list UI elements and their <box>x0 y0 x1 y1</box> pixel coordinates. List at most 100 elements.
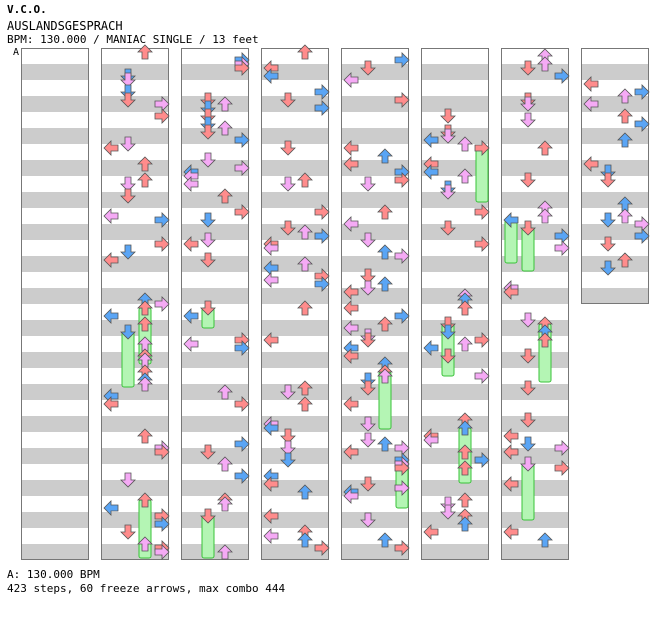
beat-stripe <box>341 224 409 240</box>
freeze-arrow <box>521 463 535 521</box>
beat-stripe <box>261 544 329 560</box>
beat-stripe <box>181 208 249 224</box>
step-arrow-down <box>200 444 216 460</box>
beat-stripe <box>181 432 249 448</box>
step-arrow-down <box>280 452 296 468</box>
beat-stripe <box>261 192 329 208</box>
beat-stripe <box>21 288 89 304</box>
step-arrow-right <box>474 368 490 384</box>
beat-stripe <box>501 368 569 384</box>
step-arrow-left <box>503 284 519 300</box>
step-arrow-down <box>200 108 216 124</box>
step-arrow-left <box>183 308 199 324</box>
beat-stripe <box>581 176 649 192</box>
beat-stripe <box>341 64 409 80</box>
beat-stripe <box>501 384 569 400</box>
bpm-line: A: 130.000 BPM <box>7 568 100 581</box>
beat-stripe <box>341 384 409 400</box>
step-arrow-up <box>537 532 553 548</box>
step-arrow-down <box>360 416 376 432</box>
step-arrow-down <box>280 220 296 236</box>
step-arrow-up <box>297 300 313 316</box>
step-arrow-left <box>423 524 439 540</box>
step-arrow-up <box>137 156 153 172</box>
step-arrow-down <box>440 316 456 332</box>
beat-stripe <box>21 368 89 384</box>
step-arrow-left <box>343 284 359 300</box>
beat-stripe <box>421 384 489 400</box>
step-arrow-down <box>360 512 376 528</box>
beat-stripe <box>581 256 649 272</box>
step-arrow-up <box>137 428 153 444</box>
beat-stripe <box>101 368 169 384</box>
step-arrow-up <box>377 204 393 220</box>
beat-stripe <box>421 48 489 64</box>
chart-column <box>101 44 170 560</box>
chart-footer: A: 130.000 BPM 423 steps, 60 freeze arro… <box>7 568 285 596</box>
beat-stripe <box>21 480 89 496</box>
beat-stripe <box>421 208 489 224</box>
beat-stripe <box>261 352 329 368</box>
beat-stripe <box>261 288 329 304</box>
beat-stripe <box>261 112 329 128</box>
beat-stripe <box>21 336 89 352</box>
beat-stripe <box>421 304 489 320</box>
step-arrow-right <box>474 332 490 348</box>
step-arrow-left <box>183 336 199 352</box>
step-arrow-up <box>137 172 153 188</box>
step-arrow-up <box>617 132 633 148</box>
column-border <box>581 48 649 304</box>
step-arrow-right <box>314 204 330 220</box>
step-arrow-left <box>583 156 599 172</box>
beat-stripe <box>421 480 489 496</box>
step-arrow-down <box>200 152 216 168</box>
beat-stripe <box>21 384 89 400</box>
step-arrow-up <box>297 44 313 60</box>
beat-stripe <box>501 400 569 416</box>
beat-stripe <box>101 352 169 368</box>
step-arrow-left <box>183 176 199 192</box>
beat-stripe <box>581 192 649 208</box>
beat-stripe <box>101 528 169 544</box>
beat-stripe <box>101 192 169 208</box>
beat-stripe <box>341 48 409 64</box>
beat-stripe <box>421 400 489 416</box>
step-arrow-up <box>377 276 393 292</box>
step-arrow-up <box>217 544 233 560</box>
beat-stripe <box>421 288 489 304</box>
beat-stripe <box>421 368 489 384</box>
beat-stripe <box>181 448 249 464</box>
step-arrow-right <box>234 396 250 412</box>
step-arrow-down <box>200 92 216 108</box>
step-arrow-down <box>200 232 216 248</box>
beat-stripe <box>181 544 249 560</box>
step-arrow-down <box>600 172 616 188</box>
beat-stripe <box>261 208 329 224</box>
step-arrow-down <box>600 260 616 276</box>
beat-stripe <box>101 96 169 112</box>
beat-stripe <box>341 256 409 272</box>
beat-stripe <box>181 480 249 496</box>
step-arrow-down <box>520 412 536 428</box>
step-arrow-up <box>297 256 313 272</box>
step-arrow-right <box>234 204 250 220</box>
step-arrow-down <box>360 280 376 296</box>
beat-stripe <box>501 144 569 160</box>
step-arrow-up <box>617 88 633 104</box>
column-border <box>261 48 329 560</box>
column-border <box>421 48 489 560</box>
step-arrow-right <box>154 516 170 532</box>
beat-stripe <box>421 64 489 80</box>
bpm-marker: A <box>13 47 20 58</box>
beat-stripe <box>341 128 409 144</box>
beat-stripe <box>501 304 569 320</box>
step-arrow-down <box>440 128 456 144</box>
step-arrow-up <box>217 96 233 112</box>
beat-stripe <box>341 96 409 112</box>
step-arrow-up <box>537 56 553 72</box>
beat-stripe <box>101 336 169 352</box>
beat-stripe <box>181 64 249 80</box>
step-arrow-down <box>200 100 216 116</box>
beat-stripe <box>21 64 89 80</box>
step-arrow-up <box>137 300 153 316</box>
